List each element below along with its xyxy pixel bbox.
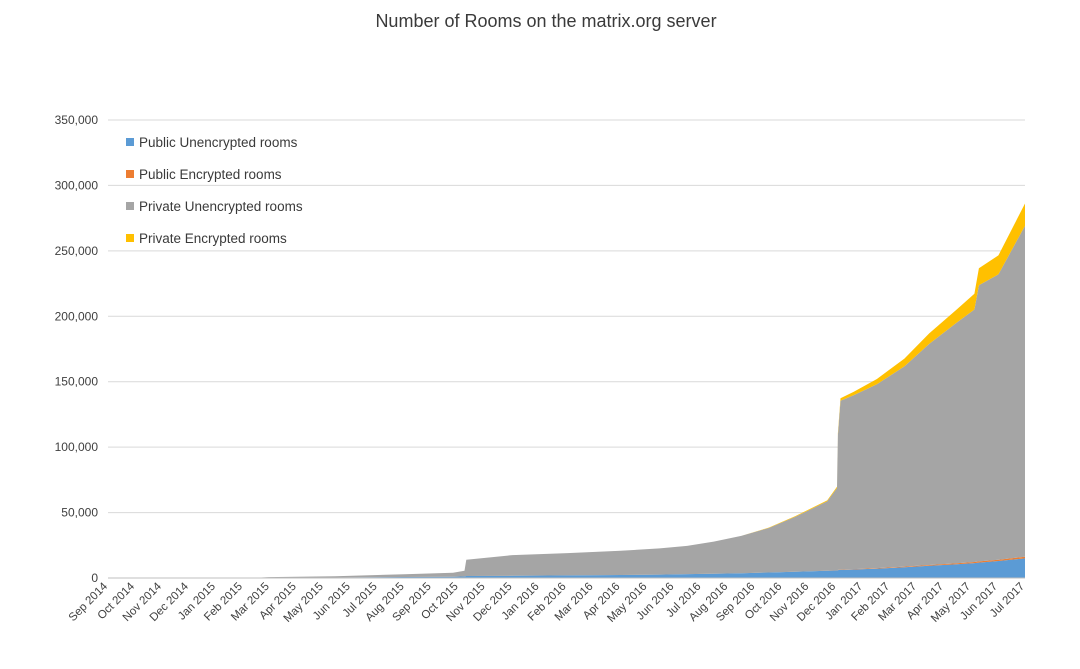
legend-label: Private Encrypted rooms	[139, 231, 287, 246]
legend-label: Public Unencrypted rooms	[139, 135, 298, 150]
chart-title: Number of Rooms on the matrix.org server	[375, 11, 716, 31]
legend: Public Unencrypted rooms Public Encrypted…	[126, 135, 303, 246]
y-tick-label: 300,000	[55, 178, 99, 192]
y-tick-label: 200,000	[55, 309, 99, 323]
legend-swatch	[126, 138, 134, 146]
y-tick-label: 0	[91, 571, 98, 585]
y-tick-label: 350,000	[55, 113, 99, 127]
plot-area	[108, 203, 1025, 578]
y-tick-label: 150,000	[55, 375, 99, 389]
y-tick-label: 100,000	[55, 440, 99, 454]
legend-label: Private Unencrypted rooms	[139, 199, 303, 214]
y-tick-label: 250,000	[55, 244, 99, 258]
y-axis-ticks: 0 50,000 100,000 150,000 200,000 250,000 300,0…	[55, 113, 99, 585]
series-area-0	[108, 558, 1025, 578]
legend-swatch	[126, 234, 134, 242]
grid-layer	[108, 119, 1025, 514]
legend-swatch	[126, 202, 134, 210]
y-tick-label: 50,000	[61, 506, 98, 520]
legend-swatch	[126, 170, 134, 178]
series-area-2	[108, 225, 1025, 578]
legend-label: Public Encrypted rooms	[139, 167, 282, 182]
